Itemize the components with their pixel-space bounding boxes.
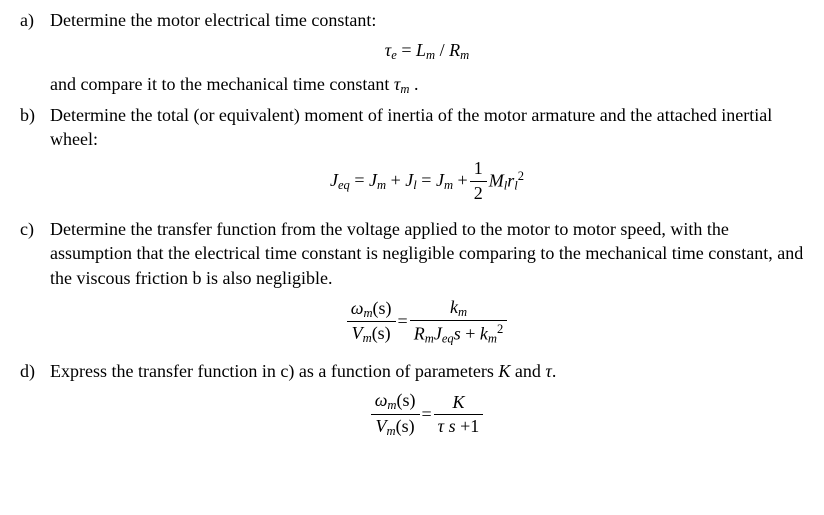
item-b: b) Determine the total (or equivalent) m… [20,103,804,213]
item-b-body: Determine the total (or equivalent) mome… [50,103,804,213]
item-a-text1: Determine the motor electrical time cons… [50,8,804,32]
item-a-text2: and compare it to the mechanical time co… [50,72,804,98]
item-c: c) Determine the transfer function from … [20,217,804,355]
item-d-text1: Express the transfer function in c) as a… [50,359,804,383]
item-a-body: Determine the motor electrical time cons… [50,8,804,99]
item-c-body: Determine the transfer function from the… [50,217,804,355]
item-a-eq: τe = Lm / Rm [50,38,804,64]
item-b-text1: Determine the total (or equivalent) mome… [50,103,804,152]
item-c-text1: Determine the transfer function from the… [50,217,804,290]
item-d-label: d) [20,359,50,447]
item-d-eq: ωm(s) Vm(s) = K τ s +1 [50,389,804,439]
item-b-label: b) [20,103,50,213]
item-a-label: a) [20,8,50,99]
item-c-label: c) [20,217,50,355]
item-d: d) Express the transfer function in c) a… [20,359,804,447]
item-c-eq: ωm(s) Vm(s) = km RmJeqs + km2 [50,296,804,347]
item-a: a) Determine the motor electrical time c… [20,8,804,99]
item-d-body: Express the transfer function in c) as a… [50,359,804,447]
item-b-eq: Jeq = Jm + Jl = Jm + 12 Mlrl2 [50,157,804,205]
